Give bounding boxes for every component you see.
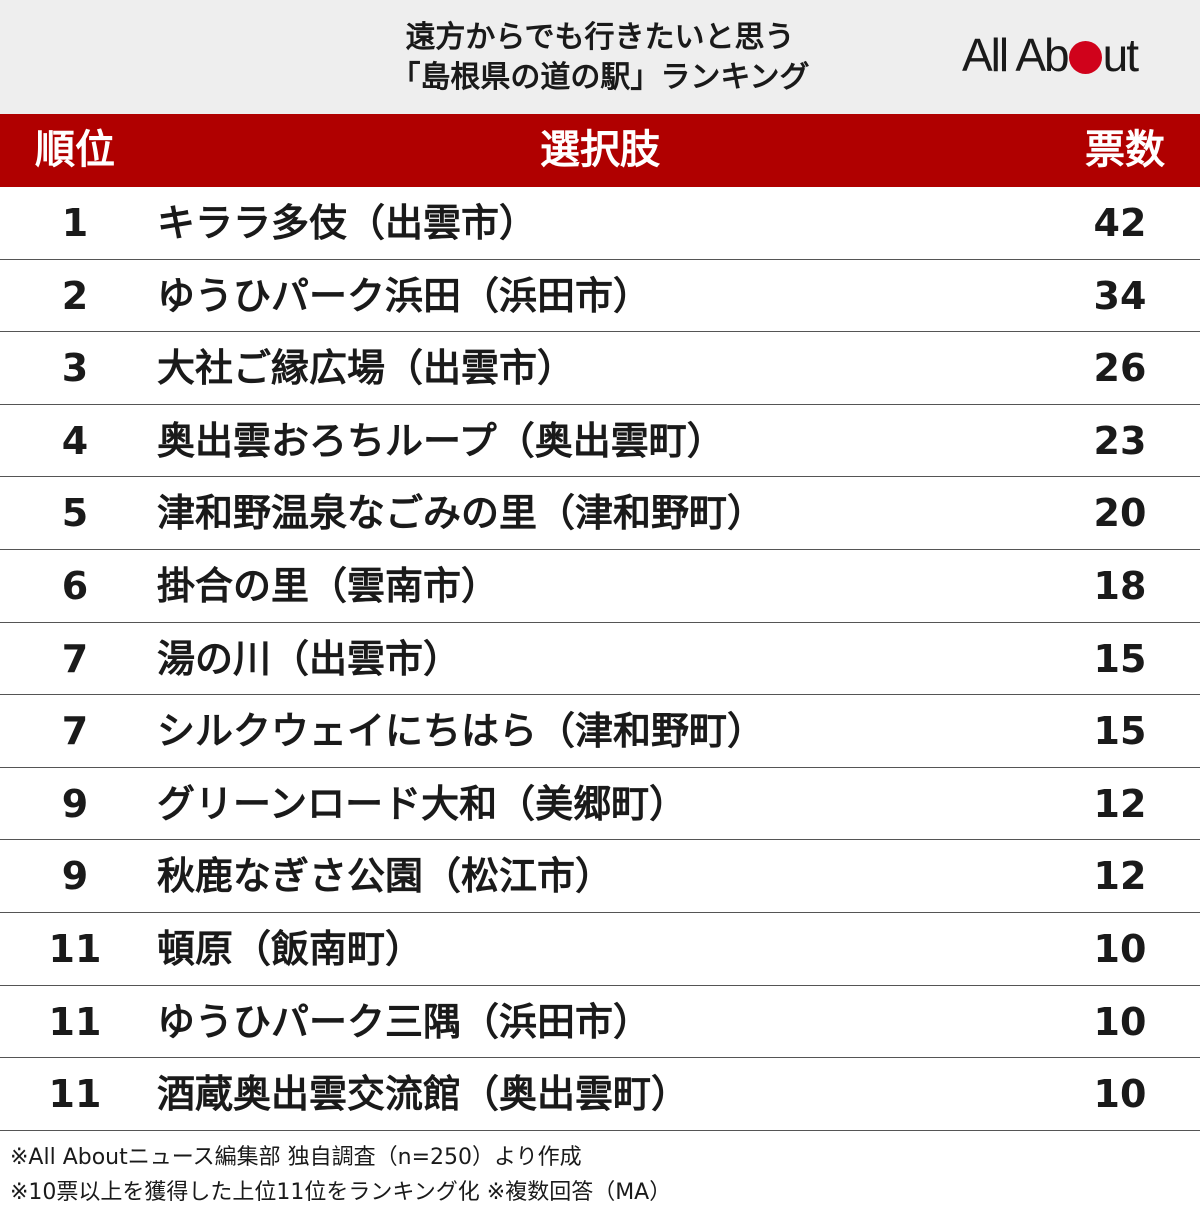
logo-text-right: ut (1102, 29, 1139, 81)
rank-cell: 5 (61, 491, 89, 536)
footnotes: ※All Aboutニュース編集部 独自調査（n=250）より作成 ※10票以上… (10, 1140, 671, 1210)
table-row: 11 酒蔵奥出雲交流館（奥出雲町） 10 (0, 1058, 1200, 1131)
footnote-1: ※All Aboutニュース編集部 独自調査（n=250）より作成 (10, 1145, 582, 1170)
rank-cell: 11 (48, 926, 102, 971)
votes-cell: 15 (1093, 636, 1147, 681)
choice-cell: キララ多伎（出雲市） (157, 201, 538, 245)
page-title: 遠方からでも行きたいと思う 「島根県の道の駅」ランキング (0, 18, 1200, 98)
choice-cell: 津和野温泉なごみの里（津和野町） (157, 491, 766, 536)
table-row: 9 秋鹿なぎさ公園（松江市） 12 (0, 840, 1200, 913)
choice-cell: ゆうひパーク浜田（浜田市） (157, 273, 652, 318)
choice-cell: 秋鹿なぎさ公園（松江市） (157, 854, 614, 899)
rank-cell: 11 (48, 999, 102, 1044)
table-row: 7 シルクウェイにちはら（津和野町） 15 (0, 695, 1200, 768)
votes-cell: 15 (1093, 709, 1147, 754)
votes-cell: 12 (1093, 854, 1147, 899)
rank-cell: 1 (61, 201, 89, 245)
choice-cell: シルクウェイにちはら（津和野町） (157, 709, 766, 754)
table-row: 7 湯の川（出雲市） 15 (0, 623, 1200, 696)
rank-cell: 7 (61, 709, 89, 754)
choice-cell: 奥出雲おろちループ（奥出雲町） (157, 418, 725, 463)
votes-cell: 12 (1093, 781, 1147, 826)
choice-cell: 大社ご縁広場（出雲市） (157, 346, 576, 391)
votes-cell: 18 (1093, 563, 1147, 608)
column-header-votes: 票数 (1085, 127, 1165, 173)
table-row: 1 キララ多伎（出雲市） 42 (0, 187, 1200, 260)
choice-cell: 酒蔵奥出雲交流館（奥出雲町） (157, 1072, 690, 1117)
table-row: 2 ゆうひパーク浜田（浜田市） 34 (0, 260, 1200, 333)
table-row: 6 掛合の里（雲南市） 18 (0, 550, 1200, 623)
rank-cell: 3 (61, 346, 89, 391)
header: 遠方からでも行きたいと思う 「島根県の道の駅」ランキング All Ab ut (0, 0, 1200, 114)
votes-cell: 10 (1093, 999, 1147, 1044)
choice-cell: グリーンロード大和（美郷町） (157, 781, 688, 826)
votes-cell: 10 (1093, 1072, 1147, 1117)
rank-cell: 9 (61, 781, 89, 826)
votes-cell: 23 (1093, 418, 1147, 463)
table-row: 5 津和野温泉なごみの里（津和野町） 20 (0, 477, 1200, 550)
table-row: 11 ゆうひパーク三隅（浜田市） 10 (0, 986, 1200, 1059)
choice-cell: 頓原（飯南町） (157, 926, 424, 971)
column-header-choice: 選択肢 (540, 127, 660, 173)
table-row: 3 大社ご縁広場（出雲市） 26 (0, 332, 1200, 405)
table-header: 順位 選択肢 票数 (0, 114, 1200, 187)
table-row: 9 グリーンロード大和（美郷町） 12 (0, 768, 1200, 841)
rank-cell: 9 (61, 854, 89, 899)
votes-cell: 10 (1093, 926, 1147, 971)
rank-cell: 4 (61, 418, 89, 463)
rank-cell: 7 (61, 636, 89, 681)
rank-cell: 11 (48, 1072, 102, 1117)
choice-cell: 湯の川（出雲市） (157, 636, 462, 681)
ranking-table-body: 1 キララ多伎（出雲市） 42 2 ゆうひパーク浜田（浜田市） 34 3 大社ご… (0, 187, 1200, 1131)
footnote-2: ※10票以上を獲得した上位11位をランキング化 ※複数回答（MA） (10, 1180, 672, 1205)
rank-cell: 2 (61, 273, 89, 318)
title-line-2: 「島根県の道の駅」ランキング (390, 60, 810, 95)
column-header-rank: 順位 (35, 127, 115, 173)
rank-cell: 6 (61, 563, 89, 608)
votes-cell: 34 (1093, 273, 1147, 318)
votes-cell: 26 (1093, 346, 1147, 391)
logo-dot-icon (1068, 41, 1102, 74)
table-row: 4 奥出雲おろちループ（奥出雲町） 23 (0, 405, 1200, 478)
votes-cell: 42 (1093, 201, 1147, 245)
votes-cell: 20 (1093, 491, 1147, 536)
title-line-1: 遠方からでも行きたいと思う (405, 20, 795, 55)
logo-text-left: All Ab (962, 29, 1070, 81)
all-about-logo: All Ab ut (962, 29, 1139, 81)
table-row: 11 頓原（飯南町） 10 (0, 913, 1200, 986)
choice-cell: ゆうひパーク三隅（浜田市） (157, 999, 652, 1044)
choice-cell: 掛合の里（雲南市） (157, 563, 500, 608)
